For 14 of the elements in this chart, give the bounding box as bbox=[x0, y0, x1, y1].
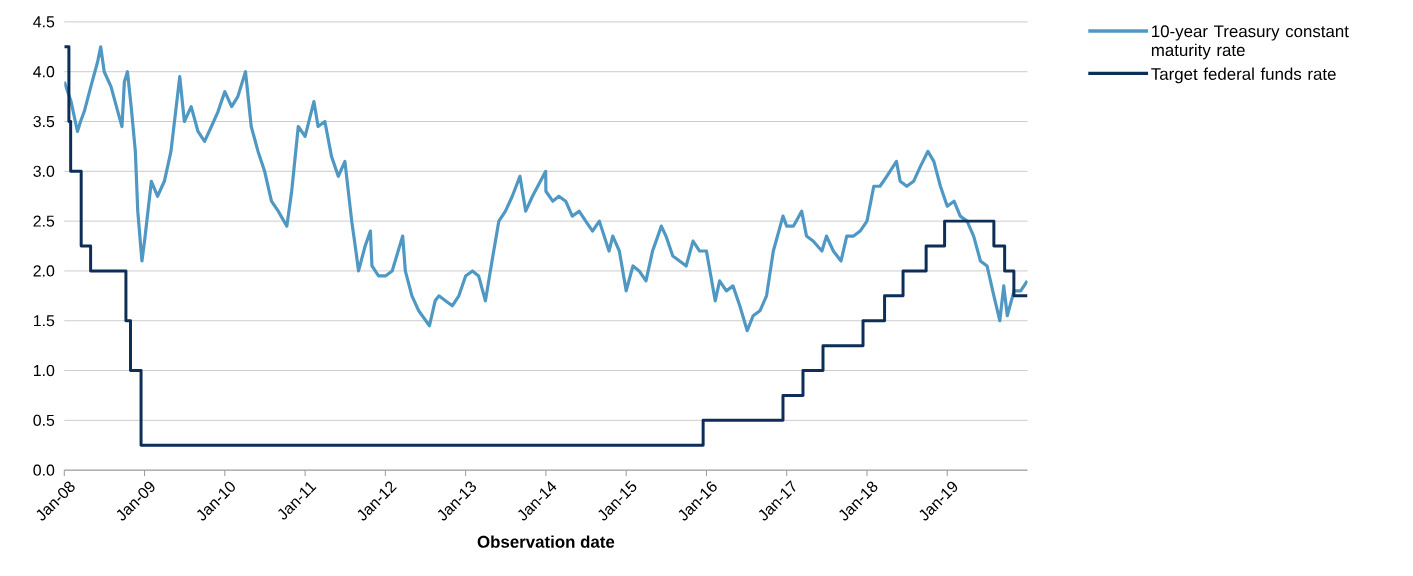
y-tick-label: 1.0 bbox=[33, 365, 55, 377]
line-series bbox=[64, 45, 1028, 333]
y-tick-label: 0.5 bbox=[33, 414, 55, 427]
legend-label: Target federal funds rate bbox=[1151, 67, 1336, 84]
legend-label: 10-year Treasury constant maturity rate bbox=[1151, 25, 1349, 60]
y-tick-label: 4.0 bbox=[33, 66, 55, 78]
y-tick-label: 3.5 bbox=[33, 116, 55, 128]
y-tick-label: 4.5 bbox=[33, 16, 55, 28]
y-tick-label: 2.0 bbox=[33, 265, 55, 277]
y-tick-label: 3.0 bbox=[33, 165, 55, 178]
y-tick-label: 2.5 bbox=[33, 215, 55, 227]
x-axis-title: Observation date bbox=[477, 535, 615, 548]
y-tick-label: 0.0 bbox=[33, 464, 55, 476]
y-tick-label: 1.5 bbox=[33, 315, 55, 327]
